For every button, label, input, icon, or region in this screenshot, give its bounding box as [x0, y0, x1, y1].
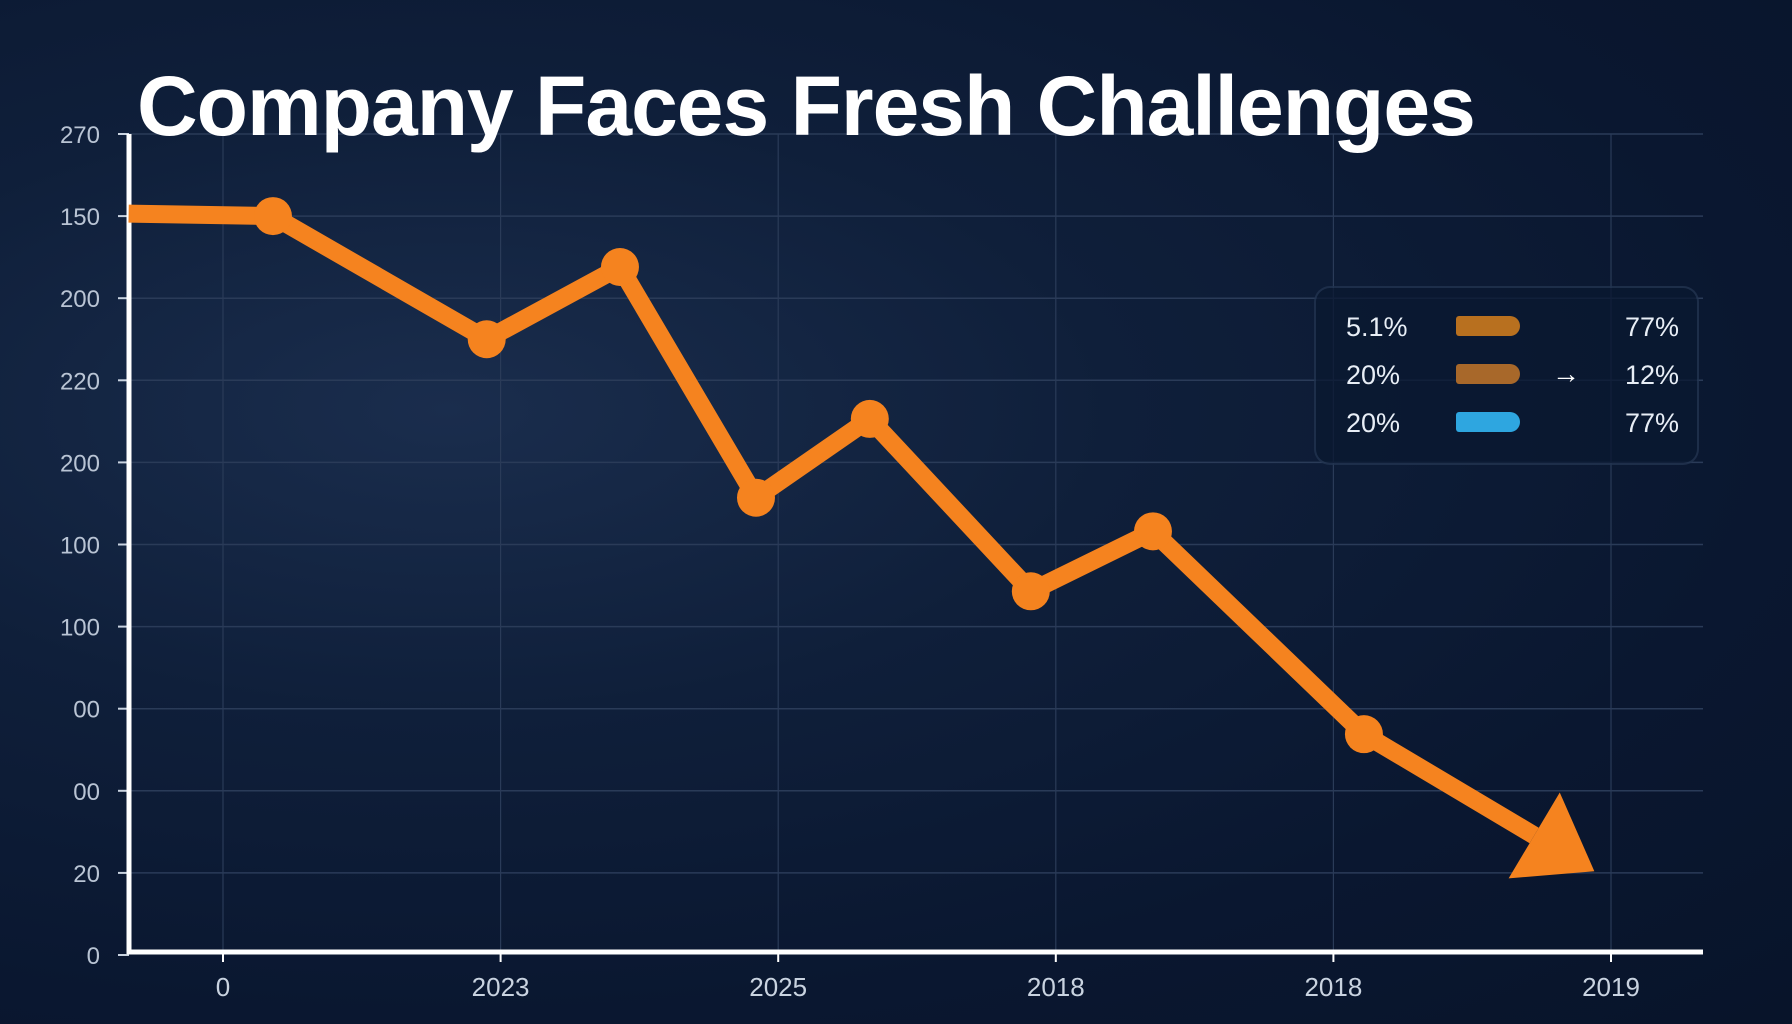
y-tick-label: 200 — [60, 450, 100, 477]
y-tick-label: 200 — [60, 286, 100, 313]
chart-title: Company Faces Fresh Challenges — [137, 59, 1476, 153]
legend-right-value: 77% — [1624, 312, 1679, 342]
y-tick-label: 100 — [60, 615, 100, 642]
y-axis-ticks: 0 20 00 00 100 100 200 220 200 150 270 — [60, 122, 129, 970]
x-tick-label: 0 — [216, 972, 230, 1002]
legend-left-value: 20% — [1346, 408, 1401, 438]
legend-row: 20% 77% — [1316, 402, 1697, 442]
y-tick-label: 20 — [73, 861, 100, 888]
data-point — [1011, 572, 1050, 611]
grid — [129, 133, 1703, 952]
data-point — [253, 197, 292, 236]
data-point — [1133, 512, 1172, 551]
x-tick-label: 2018 — [1027, 972, 1085, 1002]
data-point — [1344, 715, 1383, 754]
x-tick-label: 2018 — [1304, 972, 1362, 1002]
y-tick-label: 00 — [73, 779, 100, 806]
series-line — [128, 204, 1539, 844]
arrow-right-icon: → — [1552, 358, 1580, 389]
x-tick-label: 2025 — [749, 972, 807, 1002]
x-tick-label: 2019 — [1582, 972, 1640, 1002]
y-tick-label: 00 — [73, 697, 100, 724]
legend: 5.1% 77% 20% → 12% 20% 77% — [1314, 286, 1699, 465]
legend-left-value: 5.1% — [1346, 312, 1408, 342]
y-tick-label: 220 — [60, 368, 100, 395]
data-point — [600, 248, 639, 287]
legend-swatch — [1456, 412, 1520, 432]
y-tick-label: 270 — [60, 122, 100, 149]
data-point — [736, 478, 775, 517]
y-tick-label: 150 — [60, 204, 100, 231]
trend-arrowhead — [1508, 792, 1595, 879]
legend-row: 20% → 12% — [1316, 354, 1697, 394]
legend-row: 5.1% 77% — [1316, 306, 1697, 346]
data-point — [467, 320, 506, 359]
legend-swatch — [1456, 364, 1520, 384]
legend-right-value: 12% — [1624, 360, 1679, 390]
data-point — [850, 399, 889, 438]
y-tick-label: 0 — [87, 943, 100, 970]
legend-left-value: 20% — [1346, 360, 1401, 390]
legend-right-value: 77% — [1624, 408, 1679, 438]
series — [128, 197, 1595, 879]
x-tick-label: 2023 — [472, 972, 530, 1002]
legend-swatch — [1456, 316, 1520, 336]
y-tick-label: 100 — [60, 533, 100, 560]
x-axis-ticks: 0 2023 2025 2018 2018 2019 — [216, 952, 1640, 1002]
